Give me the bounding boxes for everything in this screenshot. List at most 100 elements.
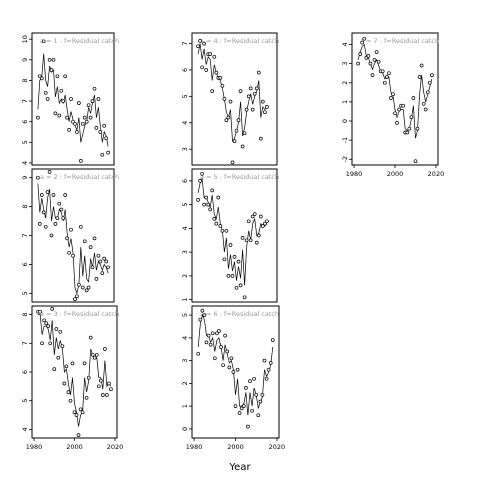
observed-point xyxy=(246,94,251,99)
observed-point xyxy=(58,329,63,334)
observed-point xyxy=(100,152,105,157)
observed-point xyxy=(198,39,202,43)
observed-point xyxy=(358,52,363,56)
observed-point xyxy=(219,345,223,349)
y-tick-label: 3 xyxy=(341,62,349,66)
observed-point xyxy=(82,239,87,244)
observed-point xyxy=(49,68,54,72)
observed-point xyxy=(100,271,105,275)
observed-point xyxy=(248,379,252,383)
observed-point xyxy=(67,128,71,132)
observed-point xyxy=(239,406,244,411)
observed-point xyxy=(248,238,253,243)
observed-point xyxy=(104,259,109,264)
y-tick-label: 5 xyxy=(21,140,29,144)
observed-point xyxy=(246,219,251,224)
observed-point xyxy=(204,340,209,345)
observed-point xyxy=(54,327,59,331)
observed-point xyxy=(44,321,49,326)
panel-frame xyxy=(191,32,278,166)
observed-point xyxy=(208,52,213,56)
observed-point xyxy=(202,41,206,46)
observed-point xyxy=(77,101,81,105)
y-tick-label: 8 xyxy=(21,205,29,209)
observed-point xyxy=(94,352,99,357)
observed-point xyxy=(210,331,215,336)
panel-frame xyxy=(31,32,115,166)
observed-point xyxy=(244,238,249,243)
y-tick-label: 6 xyxy=(21,262,29,266)
observed-point xyxy=(260,224,265,228)
observed-point xyxy=(62,381,67,386)
observed-point xyxy=(218,224,223,228)
observed-point xyxy=(232,255,237,259)
observed-point xyxy=(256,413,261,418)
observed-point xyxy=(59,88,64,93)
observed-point xyxy=(366,54,371,58)
observed-point xyxy=(75,130,79,134)
observed-point xyxy=(36,115,40,120)
observed-point xyxy=(49,233,54,238)
panel-frame xyxy=(31,168,115,303)
observed-point xyxy=(258,399,263,404)
observed-point xyxy=(220,83,225,88)
observed-point xyxy=(360,40,365,45)
observed-point xyxy=(37,222,42,226)
observed-point xyxy=(380,69,385,74)
panel-label: a = 6 : f=Residual catch xyxy=(200,310,279,318)
observed-point xyxy=(240,144,245,149)
observed-point xyxy=(202,313,207,317)
x-tick-label: 2020 xyxy=(428,170,445,178)
observed-point xyxy=(75,294,79,299)
observed-point xyxy=(401,103,406,108)
observed-point xyxy=(102,256,107,261)
observed-point xyxy=(241,404,246,408)
observed-point xyxy=(234,128,239,133)
observed-point xyxy=(88,245,93,249)
observed-point xyxy=(63,193,68,197)
observed-point xyxy=(260,392,265,397)
y-tick-label: 9 xyxy=(21,58,29,62)
panel-label: a = 3 : f=Residual catch xyxy=(40,310,119,318)
observed-point xyxy=(200,65,204,70)
observed-point xyxy=(409,115,414,120)
fitted-line xyxy=(197,43,268,143)
observed-point xyxy=(240,236,245,240)
observed-point xyxy=(376,59,381,64)
y-tick-label: 5 xyxy=(21,291,29,295)
observed-point xyxy=(217,329,221,333)
observed-point xyxy=(82,115,87,120)
observed-point xyxy=(216,195,221,200)
observed-point xyxy=(104,136,109,141)
observed-point xyxy=(250,107,255,112)
observed-point xyxy=(200,308,205,313)
observed-point xyxy=(80,410,85,415)
observed-point xyxy=(67,250,71,255)
observed-point xyxy=(427,80,432,85)
observed-point xyxy=(90,352,95,357)
observed-point xyxy=(212,356,217,361)
observed-point xyxy=(94,126,99,130)
observed-point xyxy=(106,150,110,155)
observed-point xyxy=(206,202,211,207)
observed-point xyxy=(419,63,424,68)
observed-point xyxy=(210,89,215,93)
fitted-line xyxy=(197,313,274,416)
x-tick-label: 2020 xyxy=(269,443,286,451)
y-tick-label: 5 xyxy=(181,203,189,207)
observed-point xyxy=(78,159,83,163)
observed-point xyxy=(39,76,44,81)
observed-point xyxy=(84,288,89,293)
y-tick-label: 8 xyxy=(21,78,29,82)
observed-point xyxy=(43,224,48,229)
observed-point xyxy=(256,233,261,238)
observed-point xyxy=(69,227,73,232)
observed-point xyxy=(266,367,271,372)
observed-point xyxy=(98,259,103,264)
panel-6: a = 6 : f=Residual catch 0 1 2 3 4 5 1980 2000 20… xyxy=(181,305,286,451)
observed-point xyxy=(88,335,93,340)
observed-point xyxy=(92,86,97,91)
panel-label: a = 5 : f=Residual catch xyxy=(200,173,279,181)
y-tick-label: 10 xyxy=(21,35,29,43)
